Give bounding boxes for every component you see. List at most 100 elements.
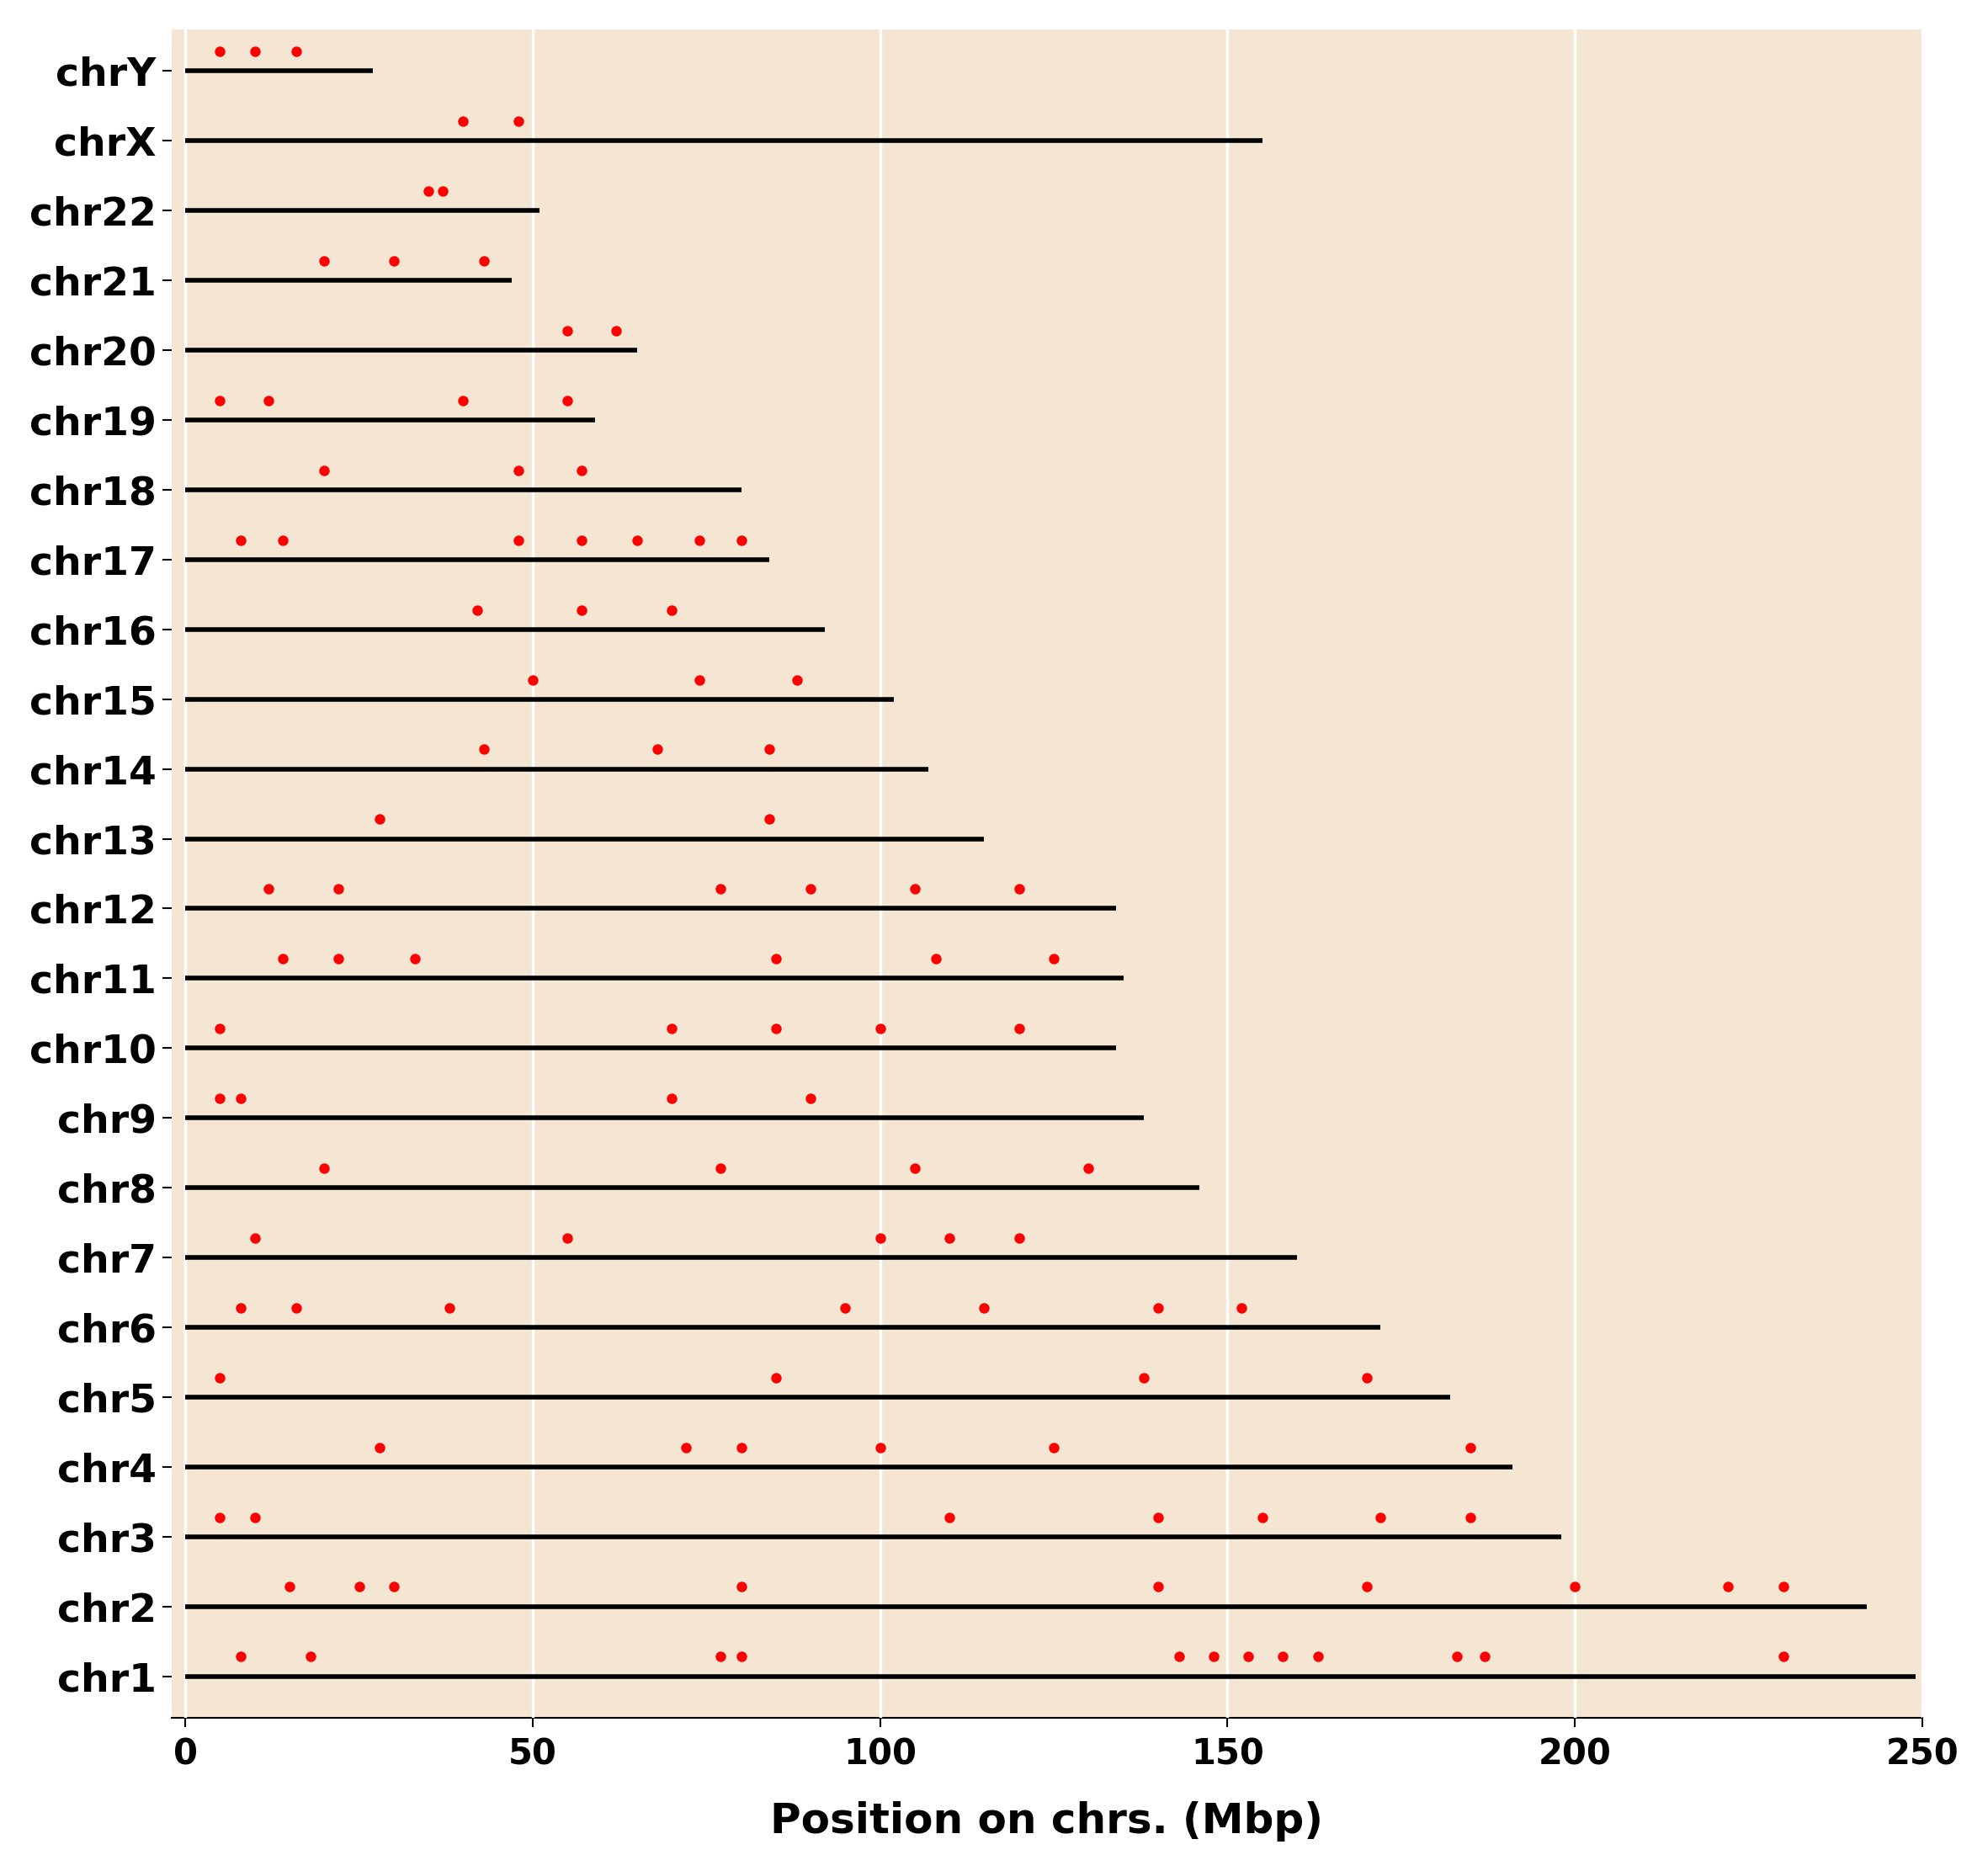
Point [225, 1293, 256, 1323]
Point [1129, 1362, 1161, 1392]
Point [551, 316, 582, 346]
Point [280, 37, 312, 67]
Point [1302, 1641, 1334, 1671]
Point [899, 874, 930, 904]
Point [726, 1641, 757, 1671]
Point [252, 385, 284, 415]
Point [1197, 1641, 1229, 1671]
Point [704, 1641, 736, 1671]
Point [1141, 1572, 1173, 1602]
Point [1246, 1502, 1278, 1532]
Point [467, 735, 499, 765]
Point [1004, 1014, 1036, 1044]
Point [308, 1153, 340, 1182]
Point [503, 455, 535, 485]
Point [1038, 1433, 1070, 1463]
Point [753, 735, 785, 765]
Point [968, 1293, 1000, 1323]
Point [656, 1014, 688, 1044]
Point [1559, 1572, 1590, 1602]
Point [1163, 1641, 1195, 1671]
Point [934, 1502, 966, 1532]
Point [1004, 874, 1036, 904]
Point [414, 176, 445, 206]
Point [433, 1293, 465, 1323]
Point [565, 526, 596, 556]
Point [378, 1572, 410, 1602]
Point [308, 455, 340, 485]
Point [642, 735, 674, 765]
Point [447, 107, 479, 137]
Point [205, 1014, 237, 1044]
Point [400, 943, 431, 973]
Point [461, 595, 493, 625]
Point [205, 385, 237, 415]
Point [294, 1641, 326, 1671]
Point [1350, 1572, 1382, 1602]
Point [704, 1153, 736, 1182]
Point [239, 37, 270, 67]
Point [1441, 1641, 1473, 1671]
Point [364, 805, 396, 834]
Point [205, 1362, 237, 1392]
Point [829, 1293, 861, 1323]
Point [934, 1224, 966, 1254]
Point [781, 664, 813, 694]
Point [280, 1293, 312, 1323]
Point [684, 664, 716, 694]
Point [899, 1153, 930, 1182]
Point [656, 595, 688, 625]
Point [565, 595, 596, 625]
Point [252, 874, 284, 904]
Point [1004, 1224, 1036, 1254]
Point [759, 1014, 791, 1044]
Point [266, 526, 298, 556]
Point [1364, 1502, 1396, 1532]
Point [865, 1224, 897, 1254]
Point [467, 245, 499, 275]
Point [427, 176, 459, 206]
Point [726, 526, 757, 556]
Point [753, 805, 785, 834]
Point [225, 526, 256, 556]
Point [205, 37, 237, 67]
Point [726, 1572, 757, 1602]
Point [795, 874, 827, 904]
Point [517, 664, 549, 694]
Point [1141, 1293, 1173, 1323]
Point [795, 1083, 827, 1113]
Point [205, 1502, 237, 1532]
Point [1712, 1572, 1743, 1602]
Point [322, 874, 354, 904]
Point [704, 874, 736, 904]
Point [759, 943, 791, 973]
Point [1350, 1362, 1382, 1392]
Point [239, 1224, 270, 1254]
Point [503, 107, 535, 137]
Point [225, 1083, 256, 1113]
Point [684, 526, 716, 556]
Point [726, 1433, 757, 1463]
Point [670, 1433, 702, 1463]
Point [1038, 943, 1070, 973]
Point [600, 316, 632, 346]
Point [239, 1502, 270, 1532]
Point [205, 1083, 237, 1113]
Point [447, 385, 479, 415]
Point [1455, 1502, 1487, 1532]
Point [378, 245, 410, 275]
Point [322, 943, 354, 973]
Point [920, 943, 952, 973]
Point [503, 526, 535, 556]
Point [344, 1572, 376, 1602]
Point [565, 455, 596, 485]
Point [551, 1224, 582, 1254]
Point [1225, 1293, 1256, 1323]
Point [266, 943, 298, 973]
Point [865, 1433, 897, 1463]
Point [551, 385, 582, 415]
Point [308, 245, 340, 275]
Point [1233, 1641, 1264, 1671]
Point [656, 1083, 688, 1113]
Point [1266, 1641, 1298, 1671]
